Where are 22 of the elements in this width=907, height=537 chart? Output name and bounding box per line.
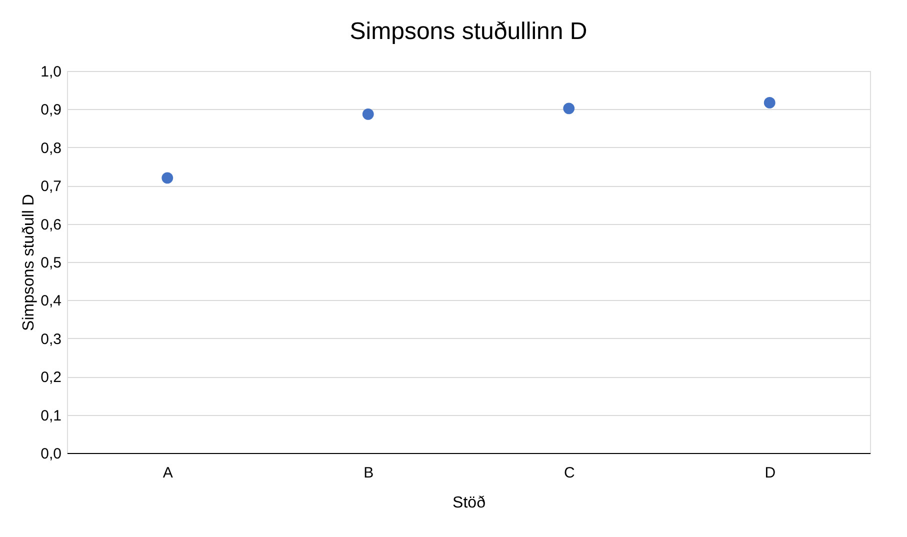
x-tick-label: D	[764, 464, 776, 482]
y-tick-label: 0,1	[40, 407, 62, 424]
point	[563, 102, 575, 114]
chart-title: Simpsons stuðullinn D	[350, 18, 588, 45]
y-tick-label: 0,9	[40, 102, 62, 119]
point	[764, 97, 776, 108]
y-tick-label: 0,7	[40, 178, 62, 196]
y-axis-title: Simpsons stuðull D	[20, 194, 38, 331]
y-tick-label: 0,8	[40, 140, 62, 157]
y-tick-label: 1,0	[40, 64, 62, 80]
x-tick-label: A	[162, 464, 173, 482]
x-axis-title: Stöð	[452, 494, 486, 512]
y-tick-label: 0,4	[40, 292, 62, 310]
point	[162, 172, 174, 184]
y-tick-label: 0,0	[40, 446, 62, 462]
y-tick-label: 0,6	[40, 216, 62, 234]
y-tick-label: 0,3	[40, 330, 62, 348]
x-tick-label: B	[364, 464, 374, 482]
y-tick-label: 0,5	[40, 254, 62, 272]
point	[362, 108, 374, 120]
y-tick-label: 0,2	[40, 369, 62, 386]
x-tick-label: C	[564, 464, 575, 482]
